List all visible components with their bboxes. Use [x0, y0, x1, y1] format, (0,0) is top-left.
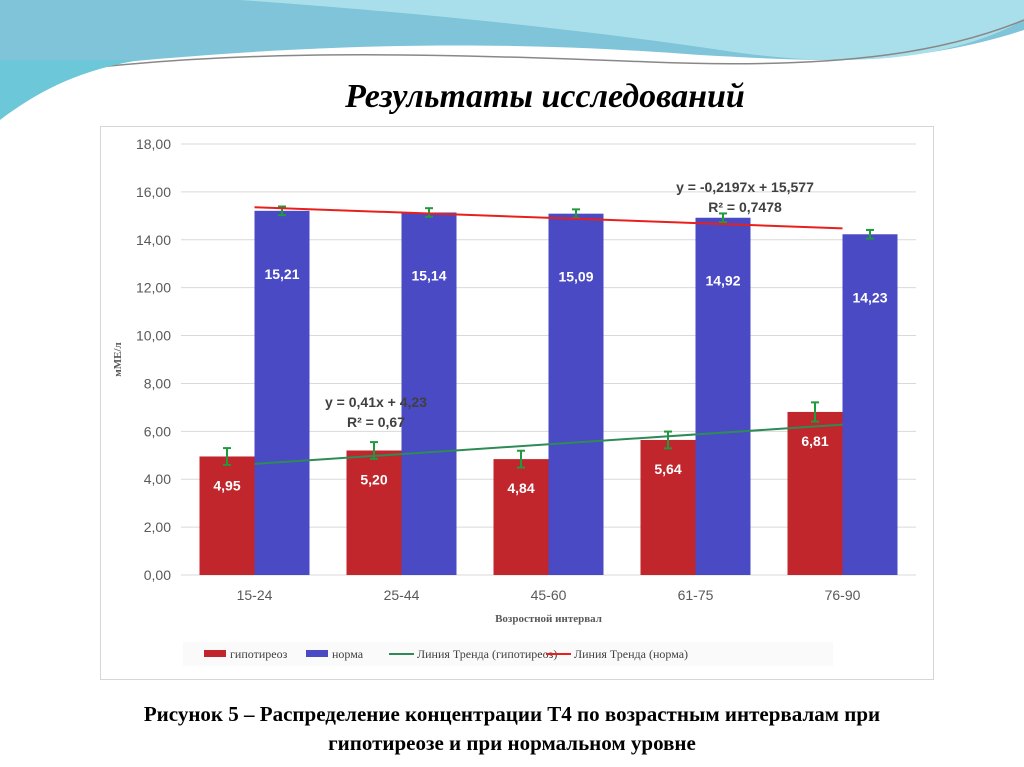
- legend-swatch: [306, 650, 328, 657]
- x-tick-label: 45-60: [531, 587, 567, 603]
- legend-label: норма: [332, 647, 364, 661]
- trend-equation: y = -0,2197x + 15,577: [676, 179, 814, 195]
- chart-frame: 0,00 2,00 4,00 6,00 8,00 10,00 12,00 14,00 16,00…: [100, 126, 934, 680]
- trend-equation: y = 0,41x + 4,23: [325, 394, 427, 410]
- data-label: 15,21: [264, 266, 299, 282]
- x-tick-label: 61-75: [678, 587, 714, 603]
- y-tick-label: 0,00: [144, 567, 171, 583]
- data-label: 14,92: [705, 273, 740, 289]
- bar-hypothyroid: [199, 456, 255, 575]
- y-tick-label: 18,00: [136, 136, 171, 152]
- caption-line-2: гипотиреозе и при нормальном уровне: [328, 731, 696, 755]
- trend-r2: R² = 0,67: [347, 414, 405, 430]
- data-label: 15,14: [411, 267, 446, 283]
- y-tick-label: 12,00: [136, 280, 171, 296]
- legend-label: Линия Тренда (гипотиреоз): [417, 647, 557, 661]
- trendline: [254, 423, 843, 465]
- data-label: 14,23: [852, 289, 887, 305]
- bar-norma: [254, 210, 310, 575]
- data-label: 6,81: [801, 433, 828, 449]
- x-tick-label: 76-90: [825, 587, 861, 603]
- legend-label: Линия Тренда (норма): [574, 647, 688, 661]
- y-tick-label: 2,00: [144, 519, 171, 535]
- bar-norma: [548, 213, 604, 575]
- data-label: 5,20: [360, 471, 387, 487]
- data-label: 15,09: [558, 269, 593, 285]
- y-tick-label: 8,00: [144, 375, 171, 391]
- x-tick-label: 25-44: [384, 587, 420, 603]
- figure-caption: Рисунок 5 – Распределение концентрации Т…: [0, 700, 1024, 758]
- bar-norma: [695, 217, 751, 575]
- x-axis-title: Возростной интервал: [495, 613, 602, 625]
- data-label: 5,64: [654, 461, 681, 477]
- y-tick-label: 16,00: [136, 184, 171, 200]
- bar-norma: [842, 234, 898, 575]
- chart: 0,00 2,00 4,00 6,00 8,00 10,00 12,00 14,00 16,00…: [112, 136, 916, 666]
- bar-hypothyroid: [787, 411, 843, 575]
- legend-swatch: [204, 650, 226, 657]
- legend: [183, 642, 833, 666]
- caption-line-1: Рисунок 5 – Распределение концентрации Т…: [143, 702, 881, 726]
- bar-hypothyroid: [346, 450, 402, 575]
- y-tick-label: 10,00: [136, 328, 171, 344]
- y-tick-label: 4,00: [144, 471, 171, 487]
- data-label: 4,95: [213, 477, 240, 493]
- bar-hypothyroid: [640, 439, 696, 575]
- trendline: [254, 206, 843, 230]
- x-tick-label: 15-24: [237, 587, 273, 603]
- bar-hypothyroid: [493, 459, 549, 575]
- y-tick-label: 6,00: [144, 423, 171, 439]
- data-label: 4,84: [507, 480, 534, 496]
- y-axis-title: мМЕ/л: [112, 342, 124, 376]
- trend-r2: R² = 0,7478: [708, 199, 782, 215]
- slide-title: Результаты исследований: [345, 78, 745, 115]
- decorative-wave-header: [0, 0, 1024, 120]
- bar-norma: [401, 212, 457, 575]
- legend-label: гипотиреоз: [230, 647, 288, 661]
- y-tick-label: 14,00: [136, 232, 171, 248]
